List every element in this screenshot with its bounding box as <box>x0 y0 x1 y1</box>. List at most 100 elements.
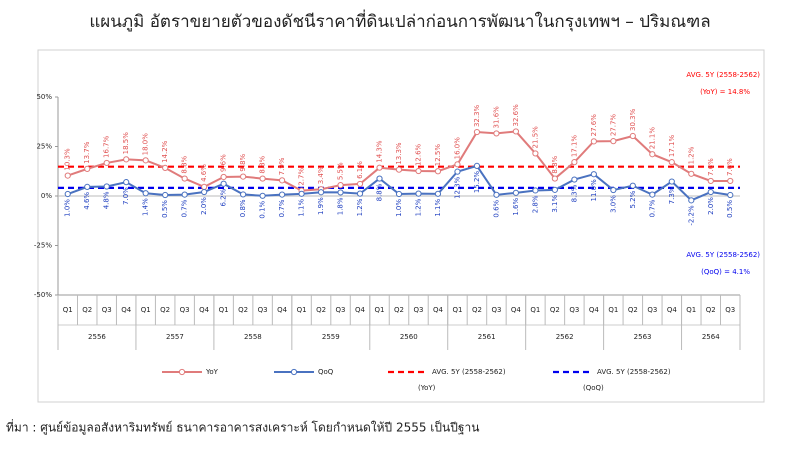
legend-note: (YoY) <box>418 384 436 392</box>
x-tick-label: Q3 <box>336 306 346 314</box>
point <box>473 128 481 136</box>
data-label: 3.1% <box>551 195 559 213</box>
group-label: 2562 <box>556 333 574 341</box>
data-label: 18.5% <box>122 132 130 155</box>
point <box>201 188 208 196</box>
point <box>181 175 188 182</box>
point <box>337 182 344 189</box>
data-label: -2.2% <box>687 205 695 226</box>
point <box>376 175 383 182</box>
chart-title: แผนภูมิ อัตราขยายตัวของดัชนีราคาที่ดินเป… <box>89 9 710 32</box>
point <box>532 187 539 194</box>
data-label: 7.6% <box>726 158 734 176</box>
point <box>162 164 169 171</box>
data-label: 1.4% <box>142 198 150 216</box>
data-label: 12.3% <box>453 176 461 199</box>
x-tick-label: Q1 <box>297 306 307 314</box>
point <box>142 157 149 164</box>
data-label: 9.8% <box>239 153 247 171</box>
group-label: 2564 <box>702 333 720 341</box>
point <box>337 189 344 196</box>
data-label: 18.0% <box>142 133 150 156</box>
point <box>356 190 364 197</box>
group-label: 2560 <box>400 333 418 341</box>
group-label: 2561 <box>478 333 496 341</box>
point <box>493 191 500 198</box>
point <box>532 150 539 157</box>
data-label: 7.9% <box>278 157 286 175</box>
point <box>64 190 71 198</box>
data-label: 4.8% <box>103 191 111 209</box>
point <box>512 128 520 135</box>
data-label: 2.7% <box>298 168 306 186</box>
reference-name: AVG. 5Y (2558-2562) <box>686 251 760 259</box>
data-label: 21.5% <box>531 126 539 149</box>
point <box>551 186 558 193</box>
data-label: 13.7% <box>83 141 91 164</box>
y-tick-label: -50% <box>34 291 52 299</box>
x-tick-label: Q4 <box>199 306 210 314</box>
point <box>123 156 130 163</box>
point <box>629 132 636 140</box>
point <box>434 190 442 197</box>
x-tick-label: Q1 <box>686 306 696 314</box>
x-tick-label: Q1 <box>452 306 462 314</box>
data-label: 0.6% <box>492 199 500 217</box>
group-label: 2557 <box>166 333 184 341</box>
data-label: 8.8% <box>376 183 384 201</box>
x-tick-label: Q3 <box>180 306 190 314</box>
x-tick-label: Q3 <box>491 306 501 314</box>
point <box>259 192 266 199</box>
point <box>454 161 461 168</box>
chart-frame <box>37 49 765 403</box>
data-label: 21.1% <box>648 127 656 150</box>
x-tick-label: Q1 <box>375 306 385 314</box>
point <box>162 191 169 199</box>
data-label: 3.4% <box>317 166 325 184</box>
y-tick-label: 50% <box>36 93 52 101</box>
legend-label: AVG. 5Y (2558-2562) <box>432 368 506 376</box>
x-tick-label: Q1 <box>141 306 151 314</box>
data-label: 6.1% <box>356 161 364 179</box>
group-label: 2563 <box>634 333 652 341</box>
point <box>278 177 286 184</box>
data-label: 1.2% <box>414 198 422 216</box>
data-label: 1.0% <box>395 199 403 217</box>
point <box>240 173 247 180</box>
data-label: 10.3% <box>64 148 72 171</box>
x-tick-label: Q4 <box>433 306 444 314</box>
y-tick-label: -25% <box>34 242 52 250</box>
x-tick-label: Q3 <box>725 306 735 314</box>
point <box>259 175 266 182</box>
data-label: 1.2% <box>356 198 364 216</box>
source-note: ที่มา : ศูนย์ข้อมูลอสังหาริมทรัพย์ ธนาคา… <box>6 419 479 436</box>
point <box>668 178 675 185</box>
data-label: 27.7% <box>609 114 617 137</box>
point <box>434 168 442 175</box>
x-tick-label: Q4 <box>589 306 600 314</box>
point <box>707 177 714 185</box>
point <box>688 170 695 177</box>
point <box>64 172 71 179</box>
data-label: 31.6% <box>492 106 500 129</box>
data-label: 0.5% <box>726 200 734 218</box>
x-tick-label: Q1 <box>219 306 229 314</box>
point <box>395 166 403 173</box>
point <box>84 183 91 190</box>
point <box>668 159 675 166</box>
data-label: 12.6% <box>414 143 422 166</box>
point <box>376 164 383 171</box>
group-label: 2558 <box>244 333 262 341</box>
data-label: 7.6% <box>707 158 715 176</box>
reference-label: (QoQ) = 4.1% <box>701 268 750 276</box>
point <box>649 191 656 198</box>
data-label: 4.6% <box>200 164 208 182</box>
data-label: 14.3% <box>376 140 384 163</box>
point <box>84 165 91 172</box>
point <box>123 179 130 186</box>
point <box>103 183 110 190</box>
legend-marker <box>178 368 186 376</box>
data-label: 11.0% <box>590 179 598 202</box>
x-tick-label: Q1 <box>530 306 540 314</box>
